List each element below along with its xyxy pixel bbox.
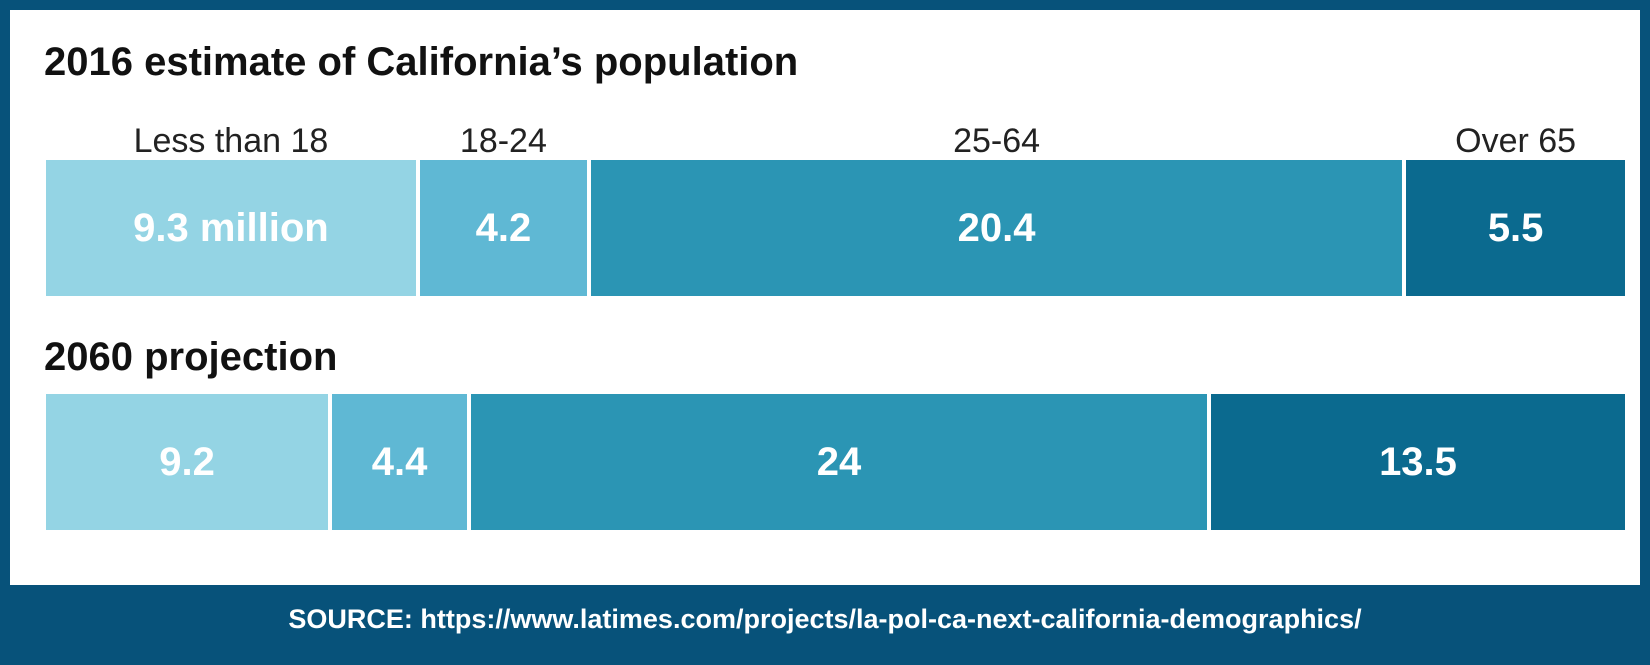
bar-row-2060: 9.2 4.4 24 13.5 (46, 394, 1625, 530)
bar-value-label: 20.4 (957, 206, 1036, 250)
bar-value-label: 13.5 (1379, 440, 1457, 484)
chart-panel: 2016 estimate of California’s population… (10, 10, 1640, 585)
bar-value-label: 5.5 (1487, 206, 1544, 250)
bar-row-2016: 9.3 million 4.2 20.4 5.5 (46, 160, 1625, 296)
category-label-25-64: 25-64 (953, 122, 1041, 160)
bar-value-label: 9.3 million (133, 206, 329, 250)
bar-value-label: 4.2 (475, 206, 532, 250)
chart-title-2060: 2060 projection (44, 335, 338, 379)
bar-value-label: 24 (816, 440, 862, 484)
bar-segment-over-65: 13.5 (1211, 394, 1625, 530)
bar-value-label: 9.2 (159, 440, 215, 484)
bar-segment-18-24: 4.4 (332, 394, 468, 530)
bar-segment-18-24: 4.2 (419, 160, 587, 296)
bar-value-label: 4.4 (371, 440, 428, 484)
bar-segment-under-18: 9.3 million (46, 160, 416, 296)
category-label-18-24: 18-24 (459, 122, 547, 160)
bar-segment-25-64: 20.4 (590, 160, 1403, 296)
chart-title-2016: 2016 estimate of California’s population (44, 40, 799, 84)
bar-segment-under-18: 9.2 (46, 394, 329, 530)
category-label-under-18: Less than 18 (133, 122, 329, 160)
category-label-over-65: Over 65 (1455, 122, 1577, 160)
bar-segment-over-65: 5.5 (1406, 160, 1625, 296)
source-text: SOURCE: https://www.latimes.com/projects… (288, 604, 1362, 634)
bar-segment-25-64: 24 (471, 394, 1207, 530)
